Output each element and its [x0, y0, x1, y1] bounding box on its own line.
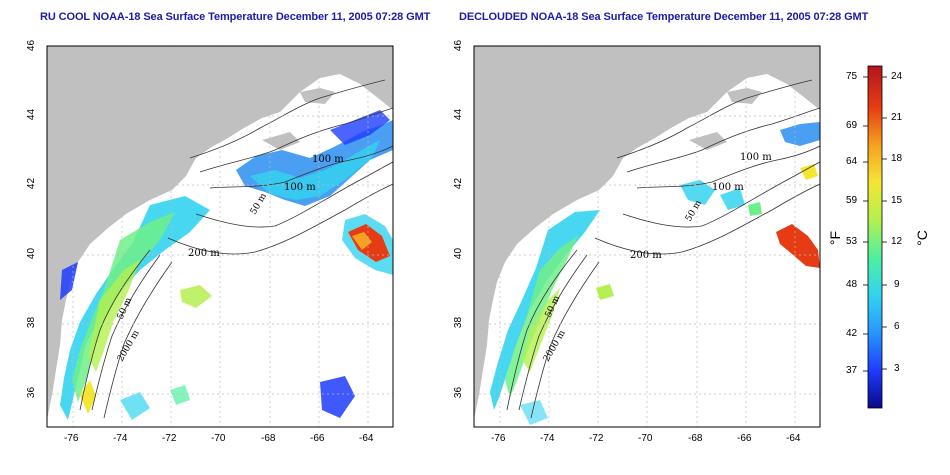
celsius-tick: 6	[894, 321, 900, 332]
fahrenheit-tick: 59	[846, 195, 858, 206]
y-tick: 40	[453, 247, 465, 260]
right-contour-label: 200 m	[630, 250, 662, 261]
fahrenheit-tick: 37	[846, 365, 858, 376]
celsius-tick: 15	[891, 195, 903, 206]
celsius-tick: 3	[894, 363, 900, 374]
fahrenheit-tick: 48	[846, 279, 858, 290]
fahrenheit-tick: 69	[846, 120, 858, 131]
fahrenheit-unit-label: °F	[827, 230, 844, 246]
celsius-tick: 21	[891, 112, 903, 123]
fahrenheit-tick: 42	[846, 328, 858, 339]
x-tick: -68	[261, 433, 276, 444]
y-tick: 36	[26, 386, 38, 399]
colorbar	[867, 65, 883, 409]
left-contour-label: 200 m	[188, 248, 220, 259]
y-tick: 42	[26, 177, 38, 190]
x-tick: -66	[310, 433, 325, 444]
y-tick: 38	[26, 316, 38, 329]
x-tick: -66	[737, 433, 752, 444]
x-tick: -74	[113, 433, 128, 444]
celsius-tick: 12	[891, 236, 903, 247]
y-tick: 40	[26, 247, 38, 260]
celsius-unit-label: °C	[913, 230, 930, 246]
x-tick: -70	[211, 433, 226, 444]
fahrenheit-tick: 75	[846, 71, 858, 82]
left-land	[47, 46, 393, 420]
right-contour-label: 100 m	[740, 152, 772, 163]
x-tick: -76	[64, 433, 79, 444]
x-tick: -68	[688, 433, 703, 444]
y-tick: 46	[453, 39, 465, 52]
x-tick: -64	[786, 433, 801, 444]
y-tick: 44	[26, 108, 38, 121]
celsius-tick: 24	[891, 71, 903, 82]
fahrenheit-tick: 64	[846, 156, 858, 167]
y-tick: 42	[453, 177, 465, 190]
right-panel-title: DECLOUDED NOAA-18 Sea Surface Temperatur…	[459, 11, 869, 23]
x-tick: -72	[589, 433, 604, 444]
x-tick: -76	[491, 433, 506, 444]
right-land	[474, 46, 820, 420]
y-tick: 46	[26, 39, 38, 52]
right-contour-label: 100 m	[712, 182, 744, 193]
left-contour-label: 100 m	[312, 154, 344, 165]
x-tick: -72	[162, 433, 177, 444]
x-tick: -64	[359, 433, 374, 444]
celsius-tick: 9	[894, 279, 900, 290]
x-tick: -74	[540, 433, 555, 444]
x-tick: -70	[638, 433, 653, 444]
left-contour-label: 100 m	[284, 182, 316, 193]
y-tick: 38	[453, 316, 465, 329]
fahrenheit-tick: 53	[846, 236, 858, 247]
y-tick: 36	[453, 386, 465, 399]
left-panel-title: RU COOL NOAA-18 Sea Surface Temperature …	[40, 11, 431, 23]
y-tick: 44	[453, 108, 465, 121]
celsius-tick: 18	[891, 153, 903, 164]
